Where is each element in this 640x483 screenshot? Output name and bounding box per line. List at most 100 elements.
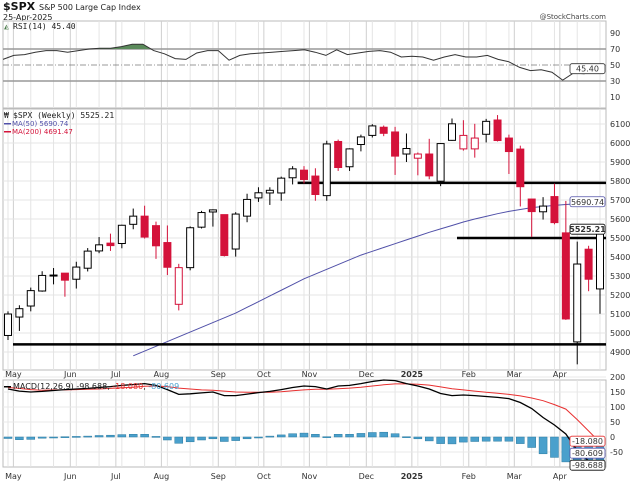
candle-body (573, 263, 582, 343)
candle-body (482, 120, 491, 135)
price-candles (4, 115, 606, 365)
candle-body (4, 313, 12, 336)
macd-histogram-bar (322, 436, 332, 438)
macd-last-value-tag (569, 459, 606, 471)
price-axis-label: 5800 (610, 177, 630, 186)
chart-date: 25-Apr-2025 (3, 13, 52, 22)
macd-histogram-bar (481, 436, 491, 442)
candle-body (584, 248, 593, 280)
price-axis-label: 5300 (610, 272, 630, 281)
rsi-legend-text: RSI(14) 45.40 (13, 22, 76, 31)
x-axis-label: Mar (507, 472, 523, 481)
price-legend: ₩ $SPX (Weekly) 5525.21 MA(50) 5690.74 M… (4, 111, 114, 136)
candle-body (527, 198, 536, 213)
x-axis-label: Nov (302, 472, 318, 481)
x-axis-label: Sep (211, 370, 226, 379)
macd-histogram-bar (561, 436, 571, 463)
macd-histogram-bar (254, 436, 263, 439)
macd-histogram-bar (390, 433, 400, 438)
macd-histogram-bar (231, 436, 240, 441)
macd-histogram-bar (504, 436, 514, 442)
macd-histogram-bar (368, 432, 377, 438)
macd-histogram-bar (49, 436, 58, 439)
candle-body (265, 189, 274, 194)
gridlines (3, 21, 606, 467)
x-axis-label: Jun (63, 370, 77, 379)
candle-body (231, 213, 240, 250)
candle-body (413, 153, 422, 159)
candle-body (186, 227, 195, 269)
macd-histogram-bar (379, 431, 388, 438)
rsi-axis-label: 90 (610, 29, 620, 38)
macd-histogram-bar (402, 436, 411, 438)
x-axis-label: Aug (154, 370, 170, 379)
macd-histogram-bar (26, 436, 36, 440)
histogram-legend-value: -80.609 (148, 382, 179, 391)
candle-body (459, 134, 468, 150)
rsi-axis-label: 10 (610, 93, 620, 102)
rsi-line (2, 43, 596, 81)
candle-body (561, 232, 570, 320)
ma200-legend: MA(200) 4691.47 (12, 128, 73, 136)
x-axis-label: Feb (462, 472, 476, 481)
candle-body (539, 205, 548, 213)
macd-histogram-bar (299, 432, 309, 438)
candle-body (448, 123, 456, 141)
macd-legend-value: -98.688 (76, 382, 107, 391)
axis-labels: May May Jun Jun Jul Jul Aug Aug Sep Sep Oct Oct Nov N… (5, 29, 630, 481)
x-axis-label: Feb (462, 370, 476, 379)
candle-body (368, 125, 377, 136)
x-axis-label: Jun (63, 472, 77, 481)
macd-histogram-bar (436, 436, 445, 444)
macd-axis-label: -50 (610, 448, 623, 457)
macd-histogram-bar (493, 436, 502, 442)
macd-histogram-bar (220, 436, 229, 442)
rsi-legend-icon: ◭ (4, 22, 9, 31)
candle-body (322, 143, 331, 197)
candle-body (49, 274, 58, 277)
x-axis-label: Nov (302, 370, 318, 379)
candle-body (152, 225, 160, 247)
candle-body (95, 244, 104, 252)
x-axis-label: 2025 (401, 370, 424, 379)
x-axis-label: Dec (359, 370, 374, 379)
candle-body (220, 214, 229, 256)
macd-histogram-bar (356, 433, 366, 438)
candle-body (288, 168, 297, 179)
candle-body (163, 242, 172, 268)
price-axis-label: 5600 (610, 215, 630, 224)
price-axis-label: 5500 (610, 234, 630, 243)
macd-histogram-bar (413, 436, 423, 440)
macd-histogram-bar (276, 434, 286, 438)
candle-body (254, 192, 263, 199)
candle-body (596, 232, 604, 290)
candle-body (106, 242, 115, 247)
macd-last-value-tag (569, 435, 606, 447)
x-axis-label: Sep (211, 472, 226, 481)
x-axis-label: Jul (110, 472, 121, 481)
x-axis-label: Apr (553, 472, 568, 481)
macd-axis-label: 200 (610, 373, 625, 382)
macd-histogram-bar (345, 434, 354, 438)
rsi-last-value-tag (569, 63, 606, 75)
macd-histogram-bar (459, 436, 468, 443)
candle-body (60, 272, 69, 281)
candle-body (504, 137, 513, 153)
candle-body (26, 290, 35, 307)
macd-histogram-bar (60, 436, 70, 438)
price-axis-label: 5400 (610, 253, 630, 262)
candle-body (277, 177, 286, 194)
macd-histogram-bar (311, 434, 320, 438)
macd-histogram-bar (288, 433, 297, 438)
macd-histogram-bar (516, 436, 525, 444)
macd-histogram-bar (37, 436, 47, 439)
macd-legend-name: MACD(12,26,9) (13, 382, 74, 391)
price-axis-label: 5100 (610, 310, 630, 319)
macd-histogram-bar (197, 436, 206, 441)
price-axis-label: 5900 (610, 158, 630, 167)
price-legend-text: $SPX (Weekly) 5525.21 (13, 111, 114, 120)
candle-body (311, 175, 320, 195)
candle-body (516, 148, 525, 188)
candle-body (425, 153, 434, 177)
macd-histogram-bar (15, 436, 24, 440)
